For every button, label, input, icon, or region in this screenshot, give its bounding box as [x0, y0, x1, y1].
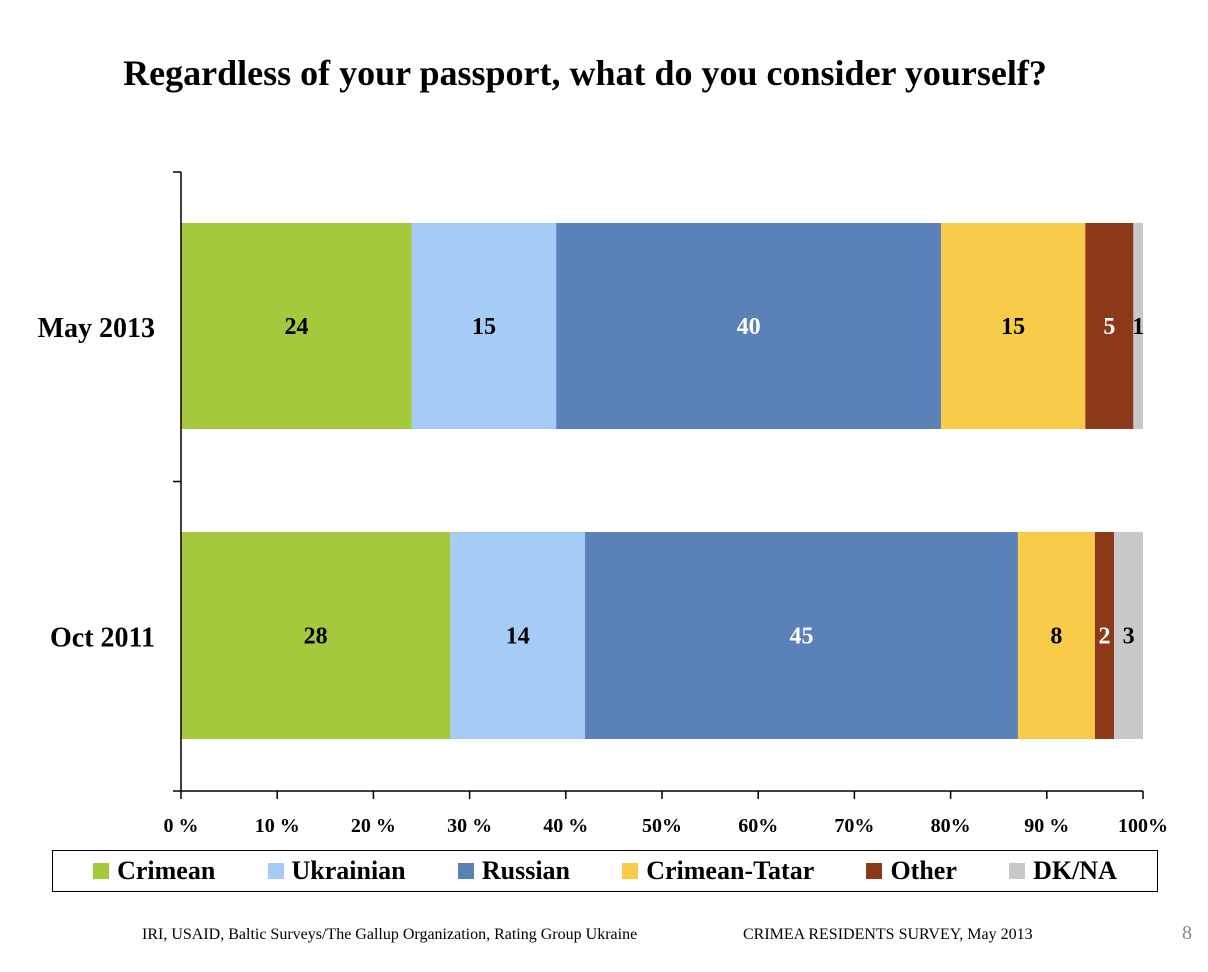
x-tick-label: 70%: [834, 815, 874, 837]
data-label: 3: [1123, 624, 1135, 650]
data-label: 24: [284, 314, 308, 340]
data-label: 45: [789, 624, 813, 650]
legend-label: Other: [890, 856, 957, 885]
x-tick-label: 40 %: [543, 815, 588, 837]
bar-segment-other: [1085, 223, 1134, 429]
data-label: 8: [1050, 624, 1062, 650]
bar-segment-ukrainian: [450, 532, 586, 739]
category-label: May 2013: [38, 313, 155, 344]
x-tick-label: 20 %: [351, 815, 396, 837]
legend-item: Ukrainian: [267, 856, 406, 886]
legend-swatch: [267, 863, 284, 879]
footer-survey: CRIMEA RESIDENTS SURVEY, May 2013: [743, 926, 1033, 943]
legend-item: Crimean-Tatar: [622, 856, 814, 886]
bar-segment-crimean: [181, 532, 451, 739]
legend-swatch: [1009, 863, 1026, 879]
legend-item: Crimean: [93, 856, 215, 886]
page-number: 8: [1182, 922, 1192, 944]
legend-swatch: [622, 863, 639, 879]
x-tick-label: 90 %: [1024, 815, 1069, 837]
legend-label: DK/NA: [1033, 856, 1117, 885]
legend-label: Russian: [481, 856, 571, 885]
data-label: 1: [1132, 314, 1144, 340]
legend-swatch: [93, 863, 110, 879]
x-tick-label: 10 %: [255, 815, 300, 837]
legend-swatch: [457, 863, 474, 879]
data-label: 14: [506, 624, 530, 650]
legend-label: Crimean: [117, 856, 216, 885]
data-label: 5: [1103, 314, 1115, 340]
x-tick-label: 80%: [931, 815, 971, 837]
category-label: Oct 2011: [50, 623, 155, 654]
bar-segment-dk-na: [1133, 223, 1143, 429]
x-tick-label: 30 %: [447, 815, 492, 837]
bar-segment-crimean-tatar: [1017, 532, 1095, 739]
legend-label: Crimean-Tatar: [646, 856, 815, 885]
x-tick-label: 0 %: [164, 815, 199, 837]
legend-item: Russian: [457, 856, 571, 886]
data-label: 15: [472, 314, 496, 340]
x-tick-label: 50%: [642, 815, 682, 837]
legend-swatch: [866, 863, 883, 879]
chart-title: Regardless of your passport, what do you…: [123, 53, 1047, 93]
bar-segment-other: [1094, 532, 1115, 739]
x-tick-label: 100%: [1118, 815, 1168, 837]
legend-label: Ukrainian: [291, 856, 406, 885]
data-label: 15: [1001, 314, 1025, 340]
bar-segment-crimean-tatar: [940, 223, 1086, 429]
legend-item: DK/NA: [1009, 856, 1117, 886]
x-tick-label: 60%: [738, 815, 778, 837]
data-label: 40: [737, 314, 761, 340]
bar-segment-russian: [585, 532, 1018, 739]
bar-segment-dk-na: [1114, 532, 1143, 739]
data-label: 28: [304, 624, 328, 650]
data-label: 2: [1099, 624, 1111, 650]
footer-source: IRI, USAID, Baltic Surveys/The Gallup Or…: [142, 926, 638, 943]
bar-segment-crimean: [181, 223, 412, 429]
chart-legend: Crimean Ukrainian Russian Crimean-Tatar Othe…: [52, 850, 1158, 892]
bar-segment-ukrainian: [411, 223, 557, 429]
legend-item: Other: [866, 856, 957, 886]
bar-segment-russian: [556, 223, 941, 429]
